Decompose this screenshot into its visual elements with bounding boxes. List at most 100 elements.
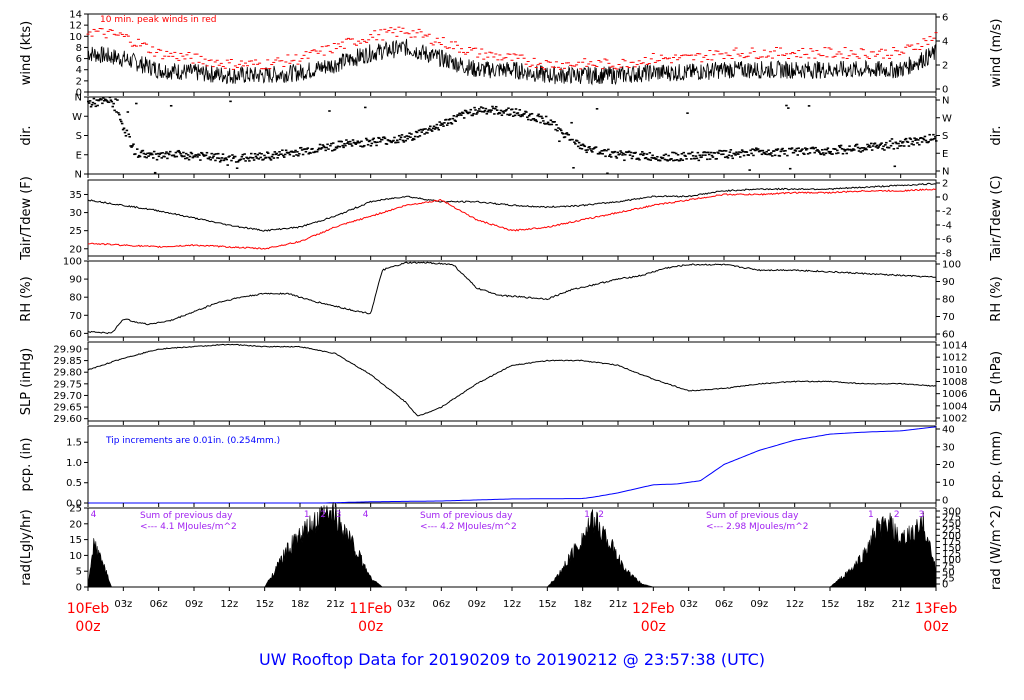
- ytick-right-label-wind: 6: [942, 13, 948, 24]
- ytick-right-label-temp: -4: [942, 221, 952, 232]
- ytick-label-dir: W: [72, 112, 82, 123]
- ytick-right-label-rad: 200: [942, 531, 961, 542]
- rad-annotation-value: <--- 4.2 MJoules/m^2: [420, 522, 517, 532]
- ytick-right-label-slp: 1010: [942, 365, 967, 376]
- rad-annotation-title: Sum of previous day: [706, 511, 799, 521]
- ytick-label-rad: 10: [69, 551, 82, 562]
- ytick-label-pcp: 0.0: [66, 499, 82, 510]
- xtick-label: 09z: [468, 599, 486, 610]
- panel-frame-rh: [87, 260, 937, 338]
- ytick-right-label-slp: 1012: [942, 353, 967, 364]
- panel-frame-temp: [87, 179, 937, 257]
- ytick-label-temp: 20: [69, 244, 82, 255]
- ylabel-slp: SLP (inHg): [19, 348, 34, 416]
- ylabel-dir: dir.: [19, 125, 34, 145]
- panel-frame-wind: [87, 13, 937, 93]
- rad-hour-mark: 1: [584, 510, 590, 520]
- ytick-right-label-temp: -2: [942, 207, 952, 218]
- series-rh: [87, 261, 937, 335]
- rad-hour-mark: 2: [894, 510, 900, 520]
- xtick-label: 15z: [256, 599, 274, 610]
- ytick-right-label-rad: 300: [942, 507, 961, 518]
- ylabel-right-dir: dir.: [989, 125, 1004, 145]
- ytick-label-wind: 12: [69, 21, 82, 32]
- ytick-right-label-pcp: 20: [942, 460, 955, 471]
- ytick-right-label-pcp: 40: [942, 425, 955, 436]
- ylabel-right-slp: SLP (hPa): [989, 351, 1004, 412]
- ytick-label-slp: 29.75: [53, 379, 82, 390]
- xtick-label: 21z: [326, 599, 344, 610]
- xtick-label: 21z: [609, 599, 627, 610]
- ytick-right-label-rad: 150: [942, 543, 961, 554]
- ytick-right-label-dir: N: [942, 167, 949, 178]
- xtick-label: 09z: [750, 599, 768, 610]
- xtick-label: 18z: [574, 599, 592, 610]
- ylabel-rh: RH (%): [19, 276, 34, 321]
- rad-hour-mark: 1: [304, 510, 310, 520]
- ylabel-pcp: pcp. (in): [19, 438, 34, 492]
- ytick-right-label-temp: 0: [942, 193, 948, 204]
- series-slp: [87, 343, 937, 417]
- ytick-right-label-wind: 4: [942, 37, 948, 48]
- ytick-right-label-dir: E: [942, 149, 948, 160]
- ylabel-right-wind: wind (m/s): [989, 19, 1004, 88]
- ytick-label-dir: N: [75, 170, 82, 181]
- ytick-label-rad: 5: [76, 567, 82, 578]
- ytick-label-pcp: 0.5: [66, 478, 82, 489]
- ytick-right-label-pcp: 10: [942, 478, 955, 489]
- ytick-label-rad: 25: [69, 504, 82, 515]
- xtick-label: 03z: [114, 599, 132, 610]
- ytick-label-wind: 14: [69, 10, 82, 21]
- series-wind-direction: [87, 96, 938, 175]
- ytick-label-slp: 29.80: [53, 368, 82, 379]
- ytick-right-label-temp: -6: [942, 235, 952, 246]
- pcp-annotation: Tip increments are 0.01in. (0.254mm.): [105, 436, 280, 446]
- rad-hour-mark: 3: [336, 510, 342, 520]
- xtick-label: 18z: [291, 599, 309, 610]
- ytick-label-slp: 29.85: [53, 356, 82, 367]
- rad-hour-mark: 2: [320, 510, 326, 520]
- series-tair: [87, 182, 937, 232]
- ylabel-rad: rad(Lgly/hr): [19, 509, 34, 585]
- ytick-label-rad: 0: [76, 583, 82, 594]
- ytick-label-pcp: 1.5: [66, 438, 82, 449]
- ytick-right-label-slp: 1006: [942, 389, 967, 400]
- ytick-right-label-rh: 70: [942, 312, 955, 323]
- ytick-label-pcp: 1.0: [66, 458, 82, 469]
- ytick-label-wind: 8: [76, 43, 82, 54]
- ytick-label-wind: 0: [76, 88, 82, 99]
- ytick-right-label-dir: W: [942, 113, 952, 124]
- xtick-label: 06z: [715, 599, 733, 610]
- ytick-right-label-pcp: 0: [942, 496, 948, 507]
- ytick-label-temp: 30: [69, 208, 82, 219]
- ytick-label-rh: 70: [69, 311, 82, 322]
- ylabel-right-pcp: pcp. (mm): [989, 431, 1004, 498]
- ytick-label-rad: 20: [69, 519, 82, 530]
- date-hour-label: 00z: [358, 619, 383, 635]
- ytick-label-wind: 6: [76, 54, 82, 65]
- xtick-label: 15z: [821, 599, 839, 610]
- xtick-label: 12z: [786, 599, 804, 610]
- ylabel-temp: Tair/Tdew (F): [19, 176, 34, 261]
- ytick-right-label-rad: 25: [942, 573, 955, 584]
- ytick-right-label-rad: 275: [942, 513, 961, 524]
- xtick-label: 03z: [397, 599, 415, 610]
- xtick-label: 06z: [150, 599, 168, 610]
- ytick-label-rad: 15: [69, 535, 82, 546]
- ylabel-right-rad: rad (W/m^2): [989, 505, 1004, 590]
- rad-hour-mark: 4: [91, 510, 97, 520]
- ylabel-right-temp: Tair/Tdew (C): [989, 175, 1004, 261]
- rad-hour-mark: 3: [919, 510, 925, 520]
- ytick-right-label-rad: 225: [942, 525, 961, 536]
- xtick-label: 06z: [432, 599, 450, 610]
- ytick-right-label-rad: 0: [942, 580, 948, 591]
- ytick-right-label-rad: 100: [942, 555, 961, 566]
- wind-annotation: 10 min. peak winds in red: [100, 15, 217, 25]
- ytick-label-wind: 4: [76, 65, 82, 76]
- ytick-right-label-dir: N: [942, 96, 949, 107]
- xtick-label: 15z: [538, 599, 556, 610]
- ytick-right-label-rh: 90: [942, 277, 955, 288]
- ytick-right-label-rh: 80: [942, 295, 955, 306]
- date-label: 11Feb: [349, 601, 392, 617]
- ytick-right-label-slp: 1014: [942, 341, 967, 352]
